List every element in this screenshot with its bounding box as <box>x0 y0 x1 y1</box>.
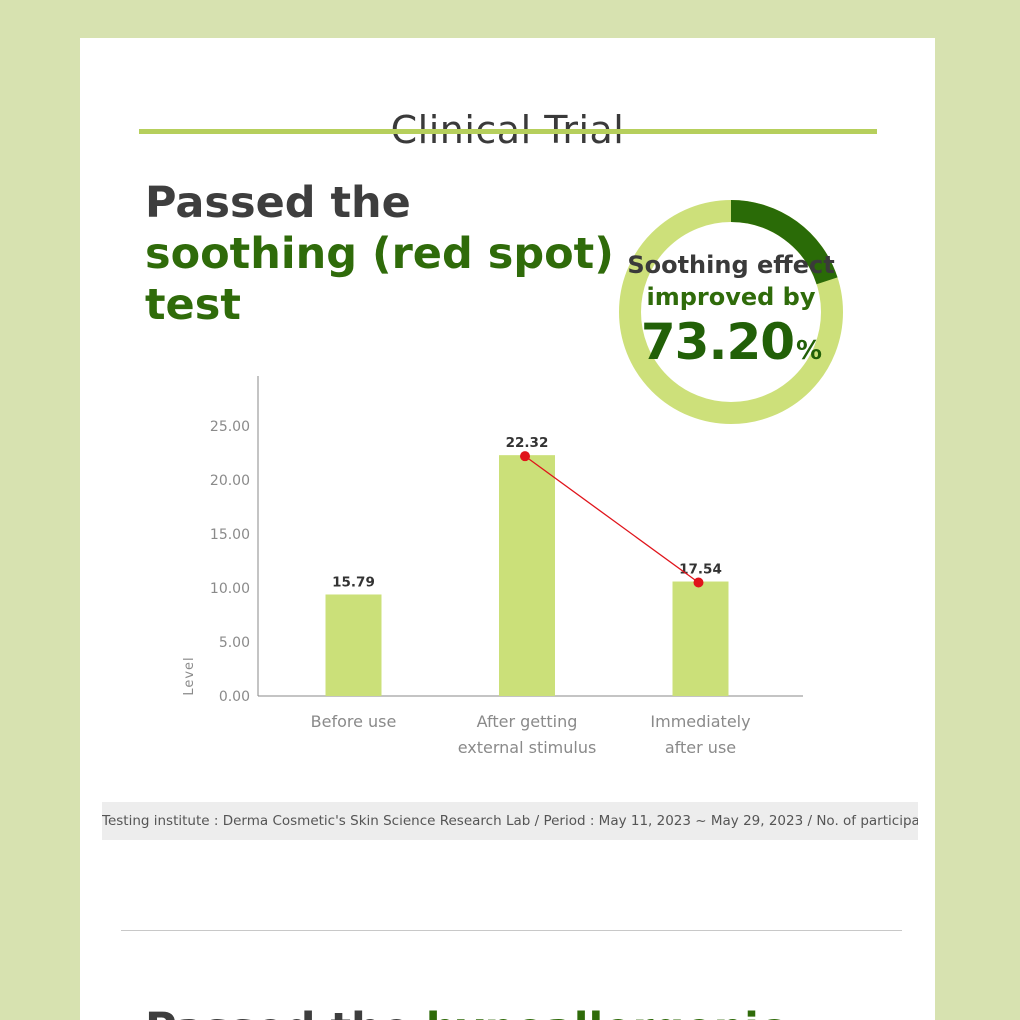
ring-value-number: 73.20 <box>640 313 795 371</box>
y-tick-label: 25.00 <box>210 419 250 435</box>
ring-graphic <box>619 200 843 424</box>
x-category-label: Immediately <box>650 712 750 731</box>
title-underline <box>139 129 877 134</box>
headline-line-3: test <box>145 280 241 330</box>
headline: Passed the soothing (red spot) test <box>145 178 614 331</box>
headline-line-1: Passed the <box>145 178 411 228</box>
x-category-label: external stimulus <box>458 738 597 757</box>
x-category-label: Before use <box>311 712 397 731</box>
improvement-ring: Soothing effect improved by 73.20% <box>618 199 844 425</box>
ring-value: 73.20% <box>618 313 844 371</box>
trend-line <box>524 455 699 584</box>
y-tick-label: 10.00 <box>210 581 250 597</box>
study-info: Testing institute : Derma Cosmetic's Ski… <box>102 802 918 840</box>
next-headline: Passed the hypoallergenic <box>145 1004 784 1020</box>
y-axis-label: Level <box>182 656 197 695</box>
next-headline-part-2: hypoallergenic <box>426 1004 785 1020</box>
content-card: Clinical Trial Passed the soothing (red … <box>80 38 935 1020</box>
headline-line-2: soothing (red spot) <box>145 229 614 279</box>
next-headline-part-1: Passed the <box>145 1004 426 1020</box>
y-tick-label: 15.00 <box>210 527 250 543</box>
ring-progress <box>730 200 838 285</box>
y-tick-label: 0.00 <box>219 689 250 705</box>
ring-label-line-1: Soothing effect <box>627 251 835 279</box>
section-divider <box>121 930 902 931</box>
x-category-label: After getting <box>477 712 578 731</box>
trend-point <box>693 577 704 588</box>
bar <box>499 455 555 696</box>
ring-value-unit: % <box>796 336 822 366</box>
bar <box>325 594 382 696</box>
x-category-label: after use <box>665 738 736 757</box>
trend-point <box>520 451 530 462</box>
data-label: 22.32 <box>506 435 549 451</box>
y-tick-label: 5.00 <box>219 635 250 651</box>
data-label: 15.79 <box>332 574 375 590</box>
y-tick-label: 20.00 <box>210 473 250 489</box>
bar <box>672 581 729 696</box>
data-label: 17.54 <box>679 562 722 578</box>
bar-chart: 0.00 5.00 10.00 15.00 20.00 25.00 Level Before … <box>182 376 803 757</box>
ring-text: Soothing effect improved by 73.20% <box>618 199 844 425</box>
ring-label-line-2: improved by <box>646 283 816 311</box>
